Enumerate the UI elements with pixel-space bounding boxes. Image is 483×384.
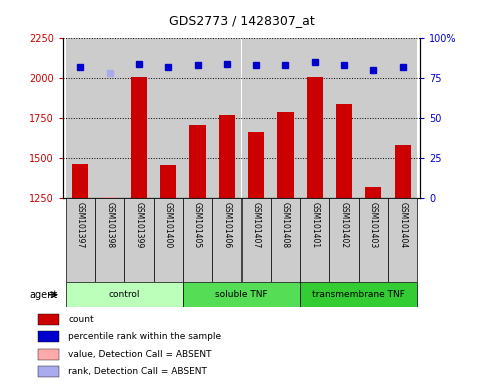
Bar (395, 145, 411, 198)
Bar (359, 198, 388, 282)
Text: percentile rank within the sample: percentile rank within the sample (68, 333, 221, 341)
Bar (271, 198, 300, 282)
Bar (124, 198, 154, 282)
Bar (124, 38, 154, 198)
Bar (365, 187, 382, 198)
Bar (38, 366, 59, 377)
Text: GSM101399: GSM101399 (134, 202, 143, 248)
Bar (248, 132, 264, 198)
Bar (329, 198, 359, 282)
Bar (183, 198, 212, 282)
Bar (242, 38, 271, 198)
Bar (359, 38, 388, 198)
Bar (212, 198, 242, 282)
Bar (38, 349, 59, 360)
Bar (131, 78, 147, 198)
Text: transmembrane TNF: transmembrane TNF (312, 290, 405, 299)
Bar (38, 314, 59, 325)
Bar (271, 38, 300, 198)
Bar (388, 198, 417, 282)
Bar (336, 104, 352, 198)
Text: rank, Detection Call = ABSENT: rank, Detection Call = ABSENT (68, 367, 207, 376)
Bar (160, 165, 176, 198)
Bar (277, 112, 294, 198)
Text: GSM101397: GSM101397 (76, 202, 85, 248)
Bar (189, 125, 206, 198)
Text: soluble TNF: soluble TNF (215, 290, 268, 299)
Bar (219, 115, 235, 198)
Text: GSM101404: GSM101404 (398, 202, 407, 248)
Bar (242, 198, 271, 282)
Bar (300, 198, 329, 282)
Bar (66, 198, 95, 282)
Bar (183, 38, 212, 198)
Text: control: control (109, 290, 140, 299)
Bar (300, 282, 417, 307)
Bar (154, 38, 183, 198)
Bar (154, 198, 183, 282)
Bar (95, 38, 124, 198)
Text: count: count (68, 315, 94, 324)
Bar (38, 331, 59, 343)
Text: GSM101401: GSM101401 (310, 202, 319, 248)
Bar (66, 282, 183, 307)
Text: GSM101402: GSM101402 (340, 202, 349, 248)
Bar (95, 198, 124, 282)
Text: GDS2773 / 1428307_at: GDS2773 / 1428307_at (169, 14, 314, 27)
Text: GSM101400: GSM101400 (164, 202, 173, 248)
Text: GSM101403: GSM101403 (369, 202, 378, 248)
Text: GSM101405: GSM101405 (193, 202, 202, 248)
Text: GSM101407: GSM101407 (252, 202, 261, 248)
Bar (300, 38, 329, 198)
Bar (307, 78, 323, 198)
Text: GSM101406: GSM101406 (222, 202, 231, 248)
Text: agent: agent (30, 290, 58, 300)
Bar (72, 164, 88, 198)
Bar (66, 38, 95, 198)
Bar (388, 38, 417, 198)
Bar (183, 282, 300, 307)
Text: GSM101398: GSM101398 (105, 202, 114, 248)
Bar (329, 38, 359, 198)
Text: GSM101408: GSM101408 (281, 202, 290, 248)
Bar (212, 38, 242, 198)
Bar (101, 197, 118, 198)
Text: value, Detection Call = ABSENT: value, Detection Call = ABSENT (68, 350, 212, 359)
